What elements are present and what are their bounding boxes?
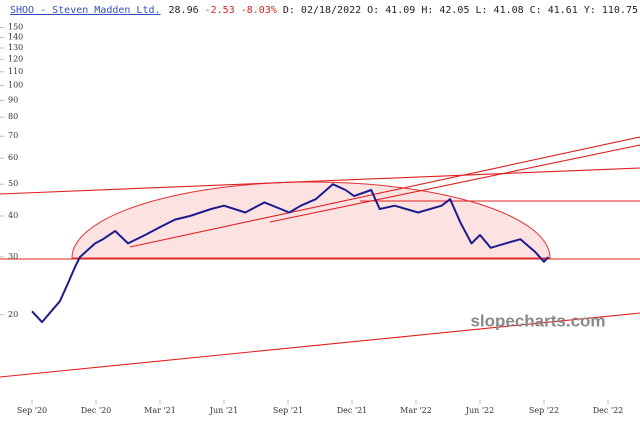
trendline [269,144,640,223]
x-tick-label: Sep '21 [273,406,303,415]
watermark: slopecharts.com [470,311,605,330]
y-tick-label: 110 [8,67,23,76]
x-tick-label: Sep '20 [17,406,47,415]
quote-field: -2.53 [205,5,235,16]
x-tick-label: Mar '22 [400,406,432,415]
x-tick-label: Dec '22 [593,406,624,415]
quote-field: 28.96 [169,5,199,16]
y-tick-label: 50 [8,179,18,188]
header: SHOO - Steven Madden Ltd. 28.96 -2.53 -8.03… [10,5,638,16]
y-tick-label: 40 [8,211,18,220]
quote-field: -8.03% [241,5,277,16]
x-tick-label: Jun '22 [465,406,494,415]
x-tick-label: Jun '21 [209,406,238,415]
y-tick-label: 120 [8,54,23,63]
quote-field: C: 41.61 [530,5,578,16]
y-tick-label: 80 [8,112,18,121]
quote-field: D: 02/18/2022 [283,5,361,16]
trendline [129,136,640,248]
y-tick-label: 150 [8,23,23,32]
price-line [31,183,550,324]
x-tick-label: Dec '20 [81,406,112,415]
x-tick-label: Mar '21 [144,406,176,415]
quote-field: O: 41.09 [367,5,415,16]
ticker-title: SHOO - Steven Madden Ltd. [10,5,161,16]
x-tick-label: Sep '22 [529,406,559,415]
y-tick-label: 100 [8,80,23,89]
trendline [0,167,640,195]
quote-field: Y: 110.75 [584,5,638,16]
y-tick-label: 20 [8,310,18,319]
y-tick-label: 60 [8,153,18,162]
quote-field: H: 42.05 [421,5,469,16]
y-tick-label: 140 [8,32,23,41]
trendline [0,312,640,378]
y-tick-label: 130 [8,43,23,52]
trendlines [0,136,640,378]
x-tick-label: Dec '21 [337,406,368,415]
y-tick-label: 70 [8,131,18,140]
quote-field: L: 41.08 [475,5,523,16]
y-tick-label: 90 [8,95,18,104]
y-tick-label: 30 [8,252,18,261]
